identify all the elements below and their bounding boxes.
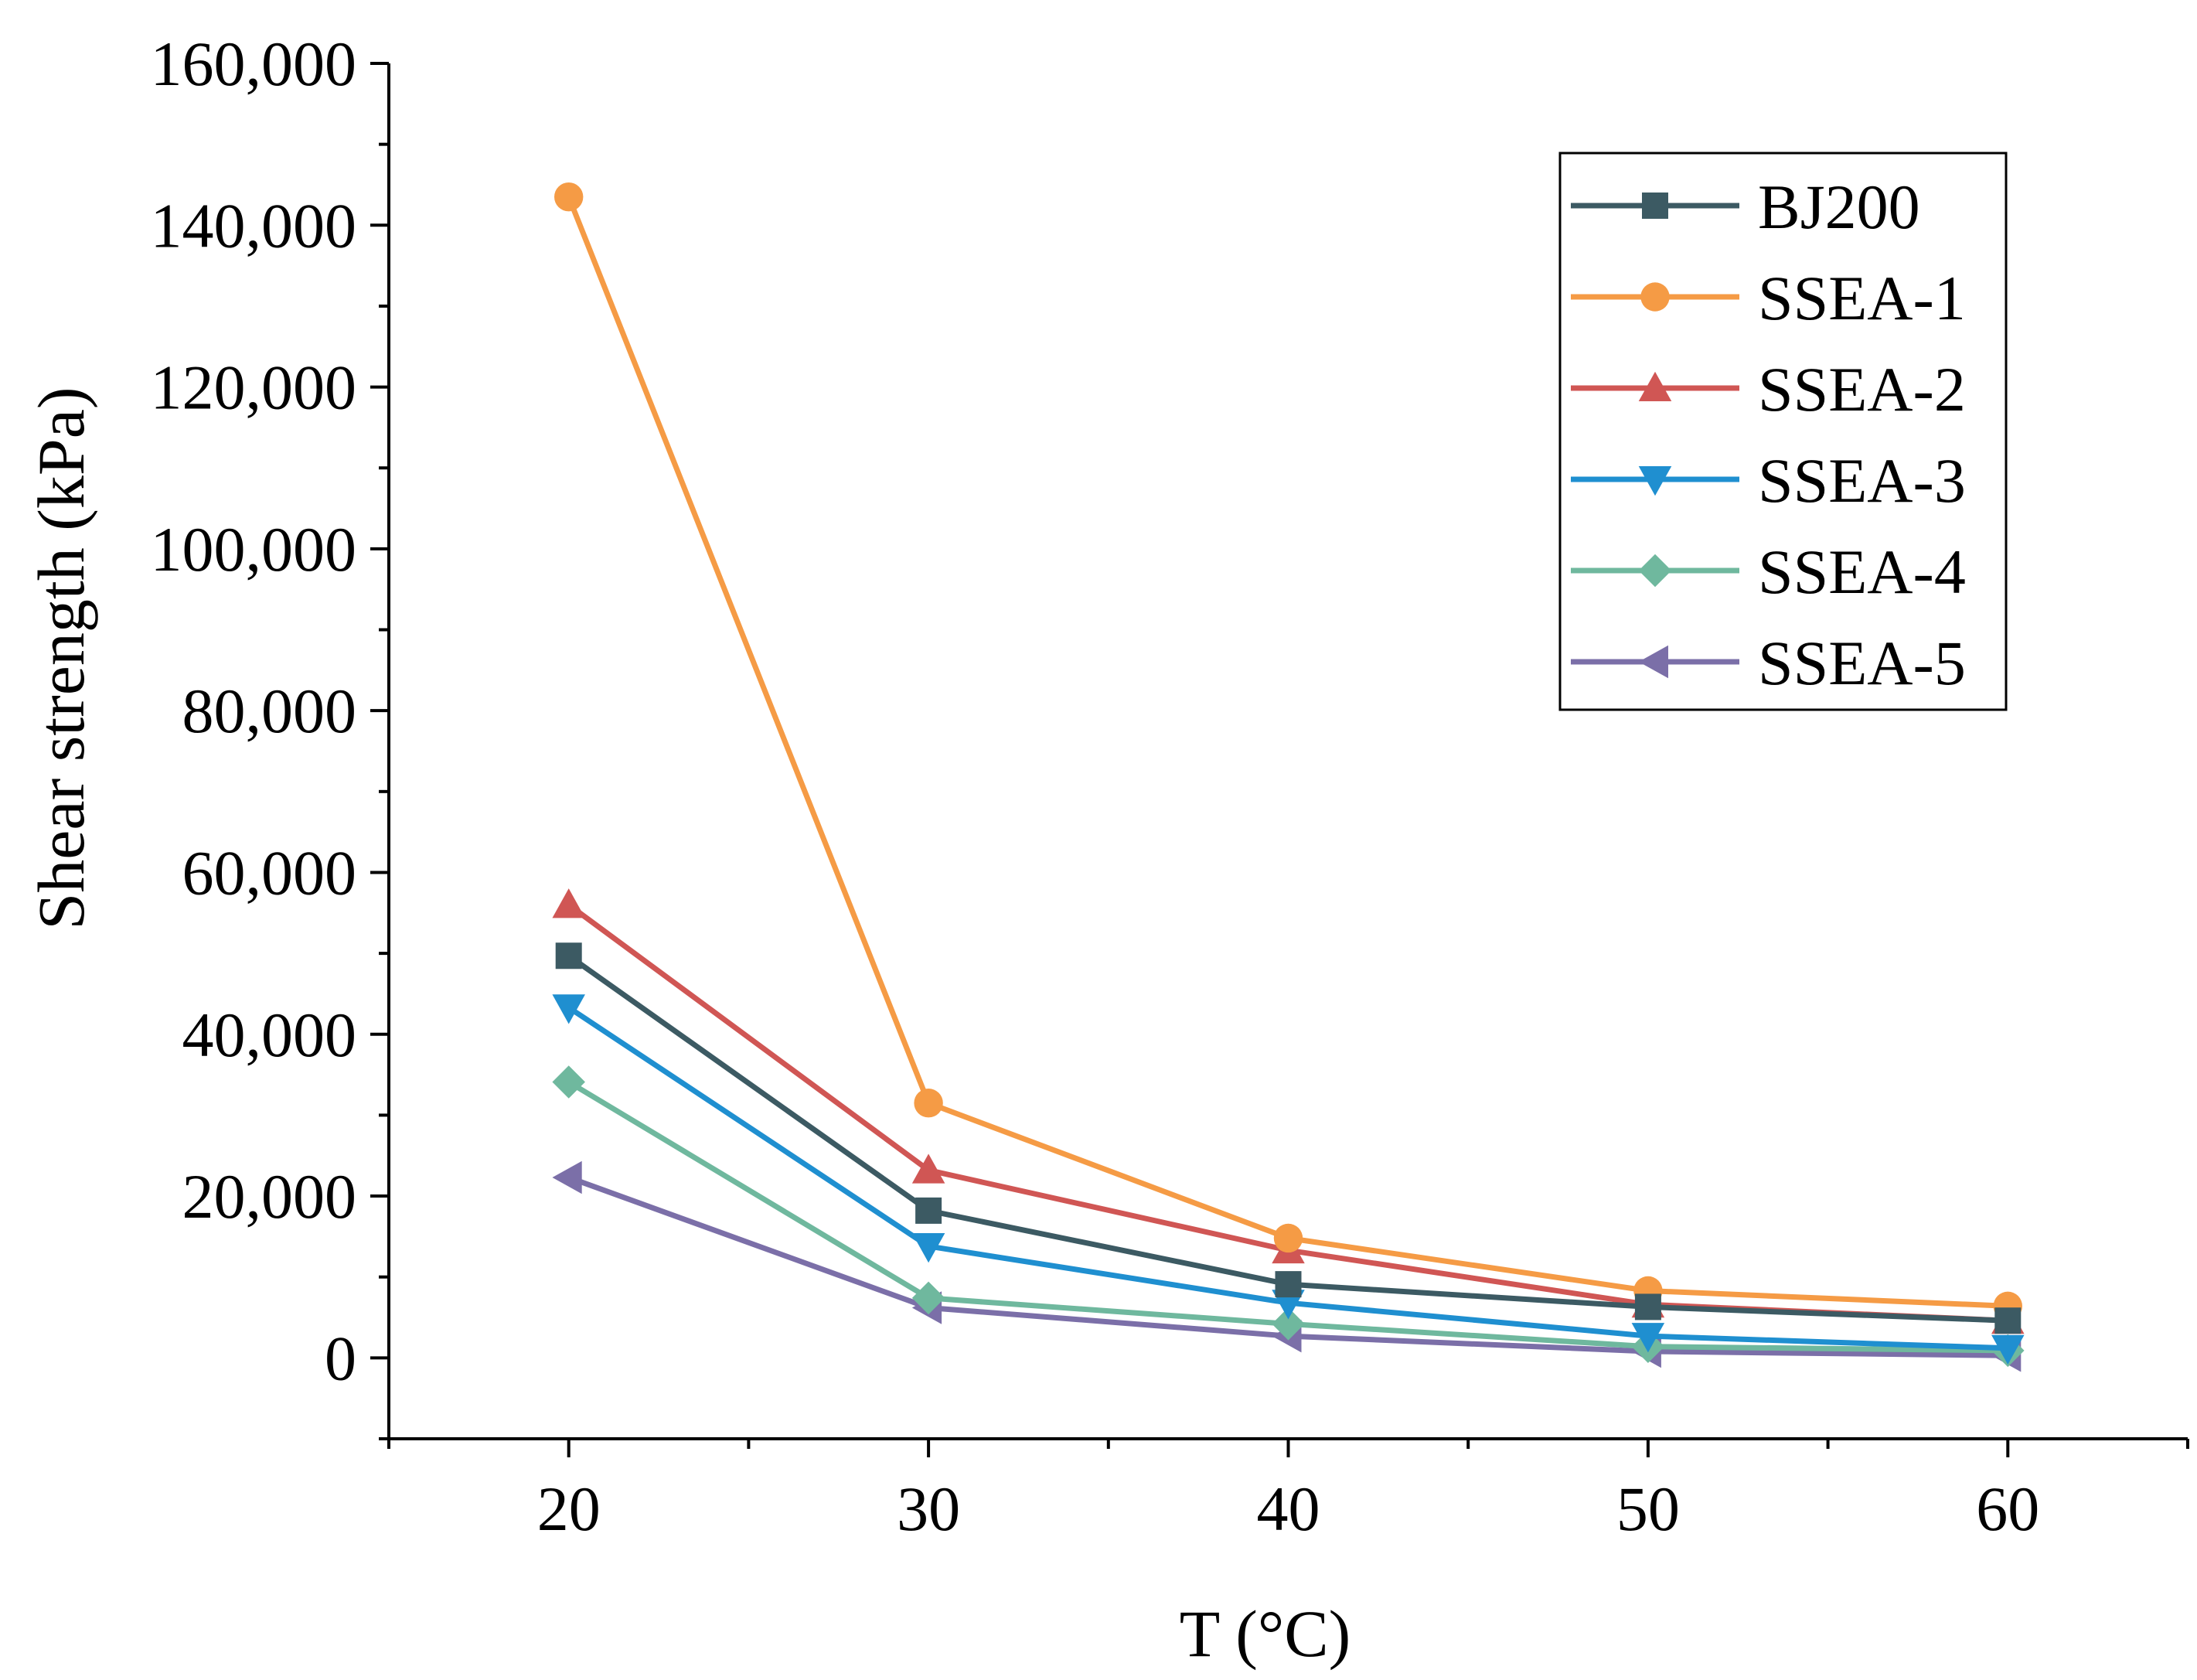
data-point [552, 1160, 582, 1194]
y-tick-label: 140,000 [151, 190, 357, 261]
legend-marker [1640, 282, 1670, 312]
axes: 0 20,000 40,000 60,000 80,000 100,000 120,000 1… [151, 29, 2189, 1544]
y-tick-label: 160,000 [151, 29, 357, 99]
x-tick-label: 60 [1976, 1474, 2039, 1544]
data-point [552, 994, 585, 1024]
data-point [1991, 1334, 2025, 1365]
y-tick-label: 0 [325, 1323, 356, 1393]
legend-marker [1638, 645, 1668, 679]
legend-marker [1638, 554, 1672, 588]
legend-label: BJ200 [1758, 172, 1920, 242]
legend-item: SSEA-3 [1571, 445, 1966, 516]
data-point [552, 1065, 585, 1099]
data-point [915, 1197, 942, 1224]
legend-label: SSEA-2 [1758, 354, 1966, 424]
data-point [911, 1281, 945, 1315]
series-layer [552, 182, 2025, 1372]
data-point [1634, 1293, 1661, 1320]
legend-item: SSEA-4 [1571, 537, 1966, 607]
legend-box [1558, 152, 2008, 711]
legend-label: SSEA-3 [1758, 445, 1966, 516]
data-point [1275, 1271, 1302, 1298]
data-point [1631, 1323, 1665, 1353]
y-tick-label: 120,000 [151, 353, 357, 423]
data-point [911, 1232, 945, 1263]
data-point [914, 1089, 943, 1118]
legend-marker [1642, 193, 1668, 219]
x-tick-label: 50 [1616, 1474, 1680, 1544]
y-tick-label: 80,000 [182, 676, 357, 746]
legend-label: SSEA-1 [1758, 263, 1966, 333]
legend-item: BJ200 [1571, 172, 1920, 242]
legend-marker [1638, 466, 1672, 496]
legend-marker [1638, 371, 1672, 401]
y-tick-label: 20,000 [182, 1161, 357, 1232]
data-point [555, 942, 582, 969]
legend-label: SSEA-5 [1758, 628, 1966, 698]
y-axis-title: Shear strength (kPa) [24, 387, 98, 929]
data-point [1994, 1307, 2022, 1334]
data-point [1272, 1307, 1305, 1341]
x-tick-label: 30 [897, 1474, 960, 1544]
legend: BJ200 SSEA-1 SSEA-2 SSEA-3 SSEA-4 SSEA-5 [1558, 152, 2008, 711]
x-axis-title: T (°C) [1180, 1597, 1351, 1671]
legend-item: SSEA-5 [1571, 628, 1966, 698]
data-point [1273, 1223, 1303, 1253]
data-point [911, 1154, 945, 1184]
y-tick-label: 100,000 [151, 514, 357, 584]
legend-item: SSEA-1 [1571, 263, 1966, 333]
data-point [552, 888, 585, 918]
data-point [554, 182, 584, 212]
series-bj200 [555, 942, 2022, 1334]
y-tick-label: 40,000 [182, 1000, 357, 1070]
y-tick-label: 60,000 [182, 837, 357, 908]
x-tick-label: 40 [1257, 1474, 1320, 1544]
x-tick-label: 20 [537, 1474, 601, 1544]
legend-label: SSEA-4 [1758, 537, 1966, 607]
legend-item: SSEA-2 [1571, 354, 1966, 424]
